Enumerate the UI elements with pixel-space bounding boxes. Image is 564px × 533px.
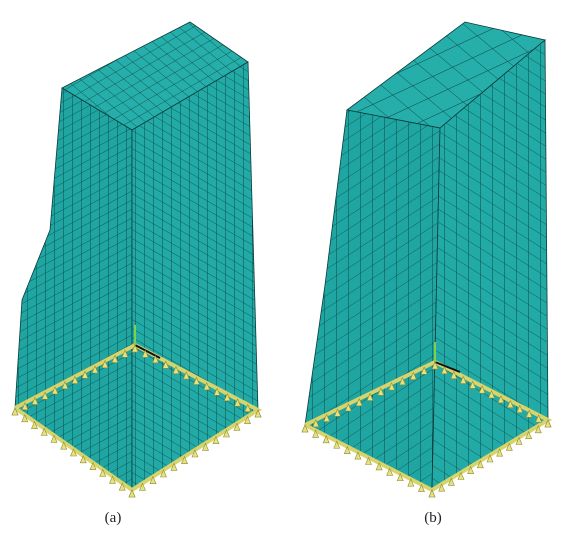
- mesh-b: [305, 22, 548, 490]
- panel-label: (b): [424, 510, 442, 526]
- support-marker: [129, 490, 135, 497]
- panel-label: (a): [105, 510, 122, 526]
- mesh-a: [15, 22, 258, 490]
- figure: (a) (b): [0, 0, 564, 533]
